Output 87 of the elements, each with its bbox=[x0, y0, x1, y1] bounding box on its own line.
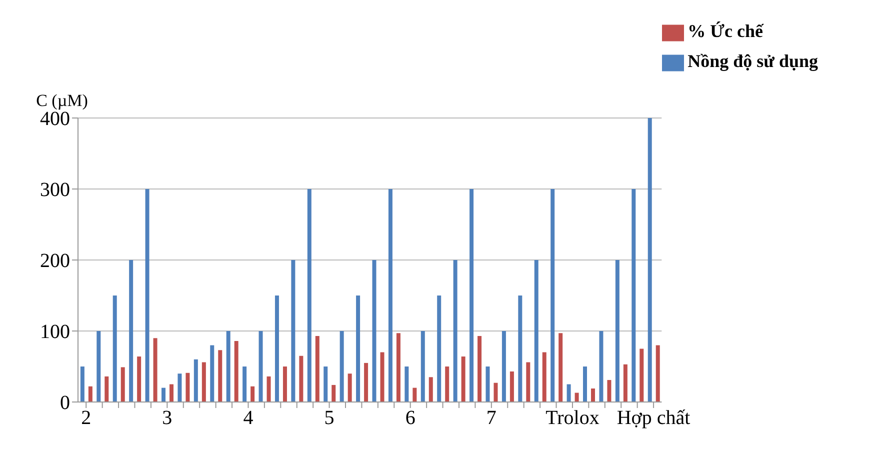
bar bbox=[332, 384, 336, 402]
bar bbox=[315, 336, 320, 402]
bar bbox=[648, 118, 652, 402]
bar bbox=[632, 189, 636, 402]
bar bbox=[607, 380, 612, 402]
bar bbox=[137, 356, 142, 402]
bar bbox=[324, 366, 328, 402]
bar bbox=[194, 359, 198, 402]
bar bbox=[88, 386, 92, 402]
bar bbox=[437, 296, 442, 402]
bar bbox=[445, 366, 450, 402]
bar bbox=[120, 367, 125, 402]
bar bbox=[210, 345, 214, 402]
bar bbox=[615, 260, 620, 402]
bar bbox=[494, 382, 498, 402]
bar bbox=[348, 374, 352, 402]
bar bbox=[242, 366, 247, 402]
bar bbox=[129, 260, 134, 402]
bar bbox=[542, 352, 546, 402]
bar bbox=[112, 296, 117, 402]
x-tick-label: 7 bbox=[486, 407, 496, 430]
bar bbox=[258, 331, 263, 402]
bar bbox=[534, 260, 538, 402]
bar bbox=[372, 260, 376, 402]
bar bbox=[623, 364, 628, 402]
bar bbox=[502, 331, 506, 402]
x-tick-label: Trolox bbox=[546, 407, 600, 430]
bar bbox=[226, 331, 230, 402]
bar bbox=[356, 296, 360, 402]
bar bbox=[299, 356, 304, 402]
bar bbox=[518, 296, 522, 402]
bar bbox=[599, 331, 604, 402]
bar bbox=[478, 336, 482, 402]
x-tick-label: 4 bbox=[243, 407, 254, 430]
bar bbox=[656, 345, 660, 402]
bar bbox=[282, 366, 287, 402]
bar bbox=[404, 366, 409, 402]
bar bbox=[550, 189, 555, 402]
bar bbox=[169, 384, 174, 402]
bar bbox=[420, 331, 425, 402]
bar bbox=[486, 366, 490, 402]
bar bbox=[558, 333, 563, 402]
legend-label: Nồng độ sử dụng bbox=[688, 51, 818, 71]
x-tick-label: 6 bbox=[405, 407, 416, 430]
bar bbox=[234, 340, 238, 402]
bar bbox=[566, 384, 571, 402]
bar bbox=[380, 352, 384, 402]
bar bbox=[161, 388, 166, 402]
bar bbox=[526, 362, 530, 402]
bar bbox=[364, 362, 368, 402]
bar bbox=[250, 386, 255, 402]
bar bbox=[640, 348, 644, 402]
bar bbox=[583, 366, 588, 402]
y-tick-label: 300 bbox=[40, 179, 70, 202]
x-tick-label: Hợp chất bbox=[616, 407, 691, 430]
bar bbox=[412, 388, 417, 402]
bar bbox=[104, 376, 109, 402]
bar bbox=[291, 260, 296, 402]
bar bbox=[470, 189, 474, 402]
y-tick-label: 100 bbox=[40, 321, 70, 344]
bar bbox=[591, 388, 596, 402]
bar bbox=[428, 377, 433, 402]
bar bbox=[396, 333, 400, 402]
bar bbox=[186, 372, 190, 402]
bar bbox=[274, 296, 279, 402]
bar bbox=[574, 392, 579, 402]
bar bbox=[153, 338, 158, 402]
bar bbox=[145, 189, 150, 402]
y-tick-label: 200 bbox=[40, 250, 70, 272]
bar bbox=[266, 376, 271, 402]
bar bbox=[340, 331, 344, 402]
bar bbox=[178, 374, 182, 402]
bar bbox=[307, 189, 312, 402]
legend-label: % Ức chế bbox=[688, 21, 763, 41]
bar bbox=[461, 356, 466, 402]
bar bbox=[80, 366, 84, 402]
bar bbox=[510, 371, 514, 402]
y-tick-label: 0 bbox=[60, 392, 70, 414]
bar bbox=[218, 350, 222, 402]
bar bbox=[453, 260, 458, 402]
bar bbox=[388, 189, 392, 402]
x-tick-label: 5 bbox=[324, 407, 334, 430]
x-tick-label: 2 bbox=[81, 407, 92, 430]
x-tick-label: 3 bbox=[162, 407, 172, 430]
bar bbox=[202, 362, 206, 402]
y-axis-title: C (µM) bbox=[36, 91, 88, 110]
bar bbox=[96, 331, 101, 402]
